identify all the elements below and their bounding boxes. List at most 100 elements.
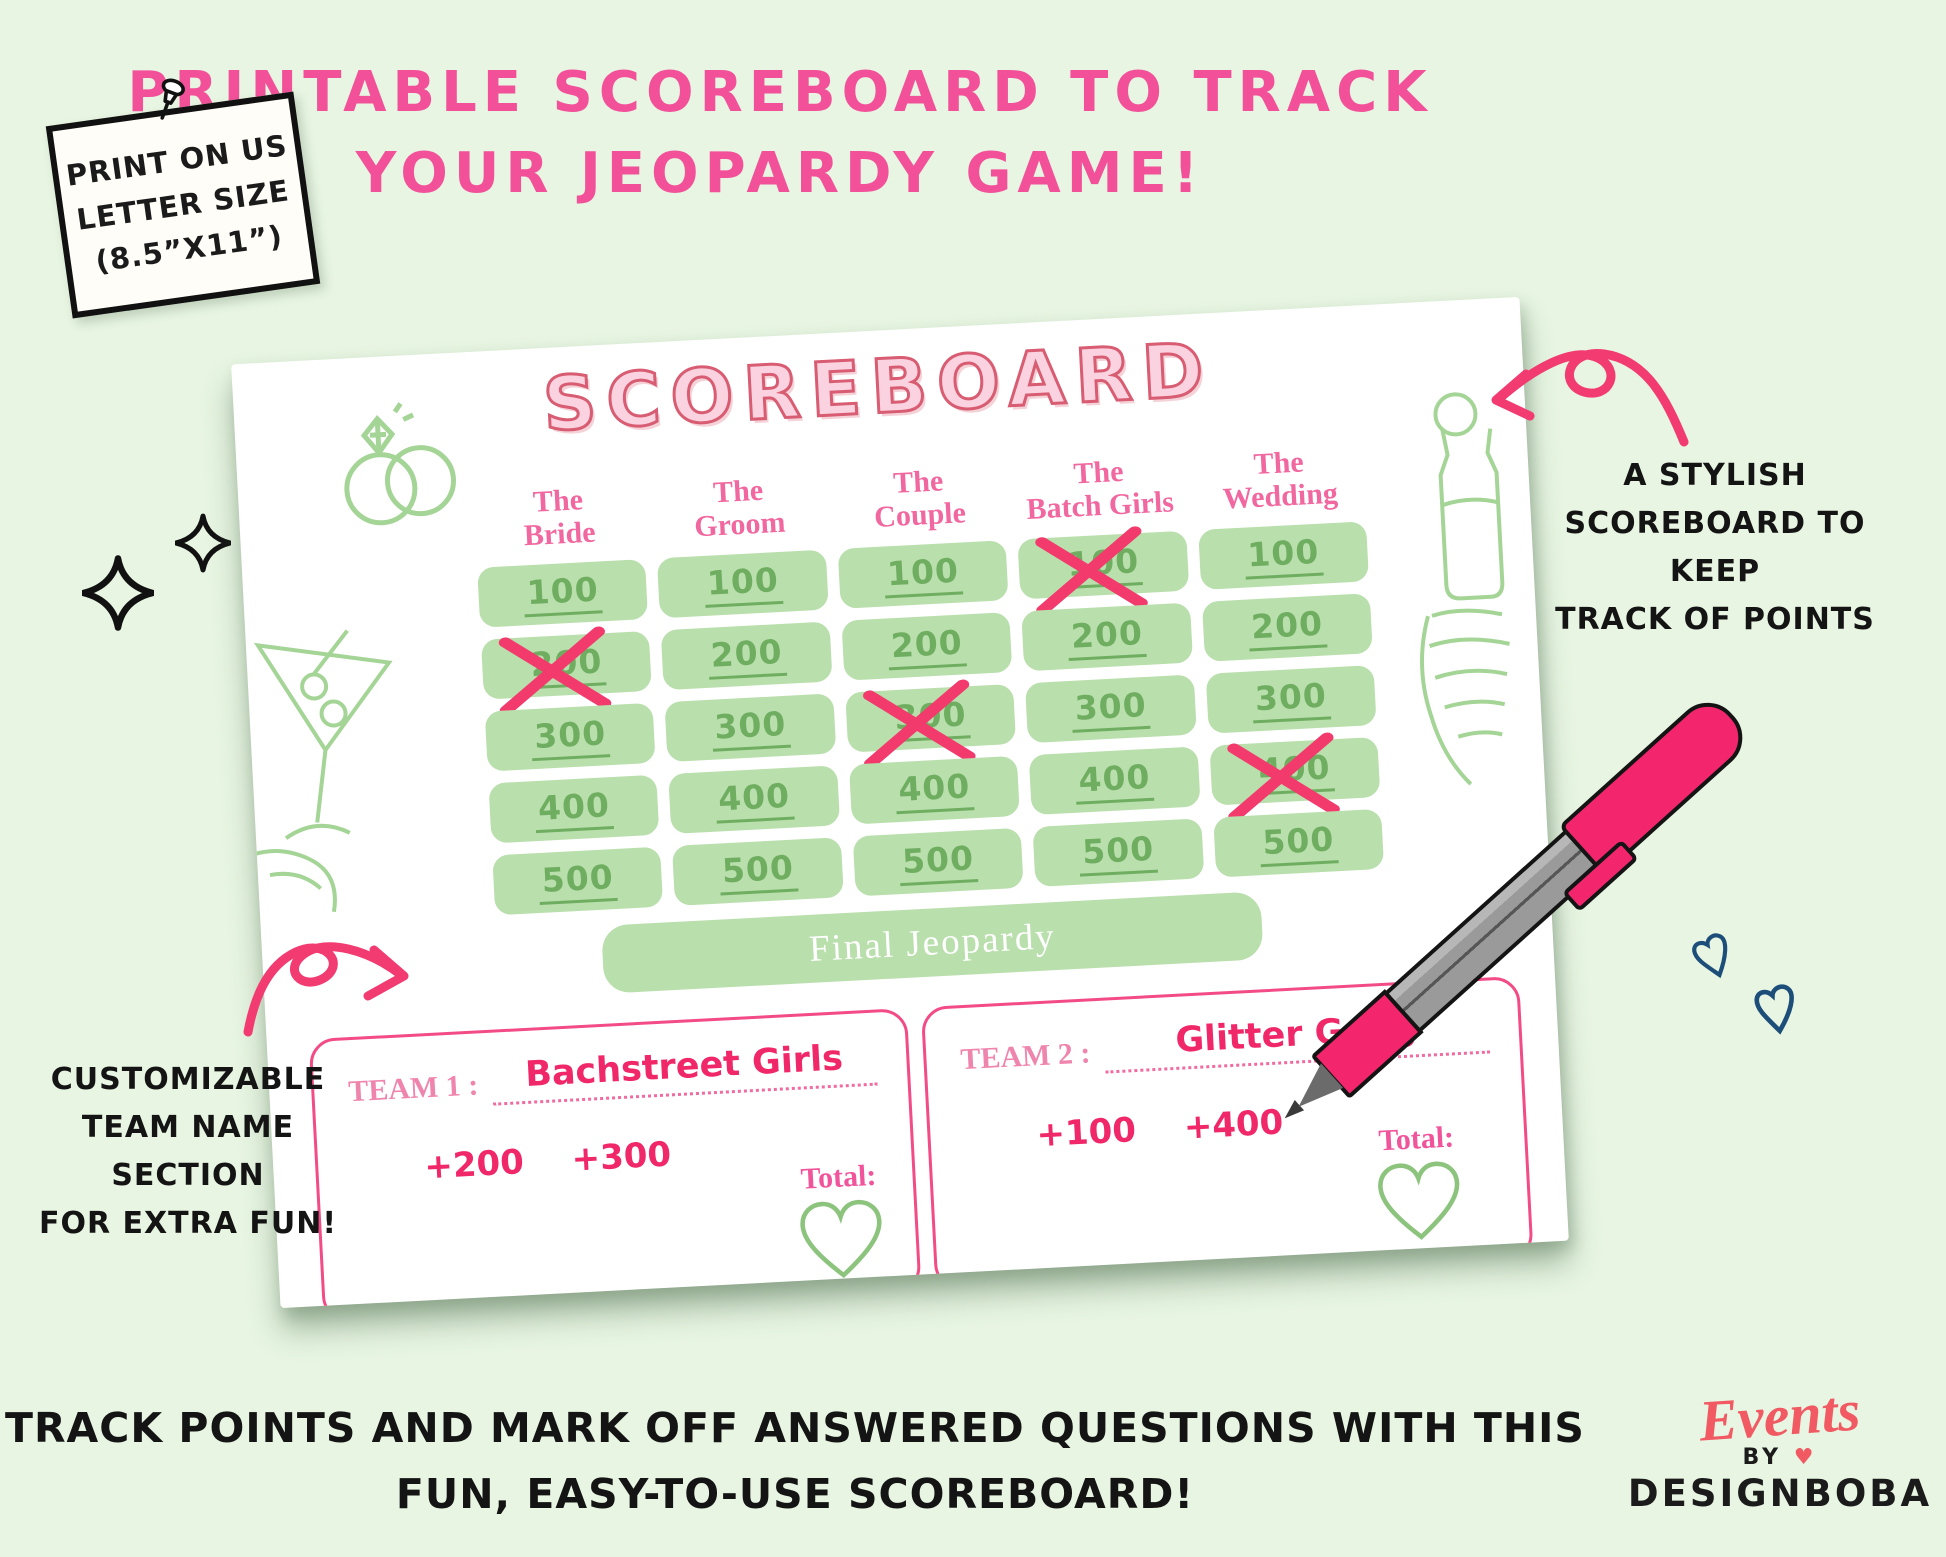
score-value: 500 <box>1078 828 1159 877</box>
score-value: 200 <box>706 631 787 680</box>
annotation-left-line2: TEAM NAME SECTION <box>81 1110 295 1193</box>
annotation-left: CUSTOMIZABLE TEAM NAME SECTION FOR EXTRA… <box>18 1056 358 1248</box>
score-grid: The Bride 100 200 300 400 500 The Groom 100 200 300… <box>472 425 1385 916</box>
score-cell: 300 <box>1205 665 1377 734</box>
score-column: The Groom 100 200 300 400 500 <box>652 454 844 906</box>
score-cell: 100 <box>1197 521 1370 590</box>
footer-line2: FUN, EASY-TO-USE SCOREBOARD! <box>395 1469 1195 1518</box>
score-value: 300 <box>530 713 611 762</box>
score-cell: 100 <box>837 540 1009 609</box>
score-cell: 400 <box>1209 732 1381 822</box>
logo-heart-icon: ♥ <box>1793 1445 1818 1470</box>
score-value: 100 <box>522 569 603 618</box>
score-value: 400 <box>1074 756 1155 805</box>
score-column: The Wedding 100 200 300 400 500 <box>1193 425 1385 878</box>
sparkle-icon <box>82 545 154 641</box>
annotation-right-line1: A STYLISH <box>1623 458 1807 493</box>
score-cell: 200 <box>661 621 833 691</box>
headline: PRINTABLE SCOREBOARD TO TRACK YOUR JEOPA… <box>0 52 1560 214</box>
score-cell: 500 <box>492 846 664 916</box>
print-size-note: PRINT ON US LETTER SIZE (8.5”X11”) <box>45 78 321 319</box>
team2-label: TEAM 2 : <box>959 1036 1092 1077</box>
team1-score2: +300 <box>570 1134 673 1180</box>
score-cell: 100 <box>657 549 829 619</box>
heart-icon <box>800 1199 882 1279</box>
score-column: The Couple 100 200 300 400 500 <box>832 444 1024 897</box>
score-value: 200 <box>1066 612 1148 661</box>
column-header: The Groom <box>693 473 787 544</box>
annotation-left-line1: CUSTOMIZABLE <box>50 1062 326 1097</box>
scoreboard-sheet: SCOREBOARD The Bride 100 200 300 400 500 The Gro… <box>231 296 1569 1309</box>
brand-logo: Events BY ♥ DESIGNBOBA <box>1615 1377 1945 1515</box>
annotation-right-line2: SCOREBOARD TO KEEP <box>1564 506 1866 589</box>
footer-text: TRACK POINTS AND MARK OFF ANSWERED QUEST… <box>0 1396 1590 1527</box>
score-value: 500 <box>717 847 799 896</box>
score-cell: 500 <box>852 827 1024 897</box>
logo-script: Events <box>1697 1377 1863 1454</box>
score-column: The Bride 100 200 300 400 500 <box>472 463 664 916</box>
score-value: 400 <box>714 775 795 824</box>
heart-icon <box>1378 1161 1460 1240</box>
score-cell: 500 <box>1032 818 1205 888</box>
heart-icon <box>1744 974 1811 1047</box>
score-cell: 200 <box>1021 602 1193 672</box>
score-value: 400 <box>894 766 975 815</box>
score-value: 100 <box>1243 531 1324 580</box>
team1-name: Bachstreet Girls <box>490 1036 878 1106</box>
score-cell: 400 <box>488 774 660 844</box>
score-cell: 400 <box>1028 746 1201 816</box>
cross-mark-icon <box>1035 526 1149 616</box>
score-cell: 400 <box>848 755 1021 825</box>
team1-score1: +200 <box>423 1142 525 1188</box>
annotation-right-line3: TRACK OF POINTS <box>1555 602 1875 637</box>
team2-box: TEAM 2 : Glitter Gang +100 +400 Total: <box>920 975 1534 1291</box>
column-header: The Batch Girls <box>1025 454 1175 527</box>
score-cell: 500 <box>672 837 844 906</box>
score-value: 200 <box>1247 603 1328 652</box>
annotation-left-line3: FOR EXTRA FUN! <box>38 1206 338 1241</box>
annotation-right: A STYLISH SCOREBOARD TO KEEP TRACK OF PO… <box>1530 452 1900 644</box>
score-value: 300 <box>1250 675 1332 724</box>
score-column: The Batch Girls 100 200 300 400 500 <box>1013 435 1205 888</box>
curly-arrow-right-icon <box>1491 349 1689 447</box>
score-cell: 100 <box>477 558 649 628</box>
score-value: 500 <box>1258 819 1339 868</box>
team1-total: Total: <box>778 1158 904 1288</box>
score-cell: 300 <box>844 679 1017 769</box>
score-cell: 200 <box>480 626 653 716</box>
score-value: 500 <box>898 838 979 887</box>
score-value: 400 <box>534 785 615 834</box>
score-cell: 200 <box>841 612 1013 681</box>
score-cell: 300 <box>664 693 837 763</box>
logo-by: BY ♥ <box>1615 1445 1945 1470</box>
teams-row: TEAM 1 : Bachstreet Girls +200 +300 Tota… <box>308 975 1534 1309</box>
score-value: 300 <box>710 703 791 752</box>
score-value: 300 <box>1070 684 1151 733</box>
heart-icon <box>1680 921 1748 994</box>
score-value: 200 <box>886 622 967 671</box>
wedding-rings-icon <box>344 402 456 526</box>
score-cell: 500 <box>1212 808 1385 878</box>
team2-score1: +100 <box>1035 1110 1137 1156</box>
score-value: 500 <box>537 856 618 905</box>
cross-mark-icon <box>862 679 976 769</box>
logo-name: DESIGNBOBA <box>1627 1472 1933 1515</box>
score-value: 100 <box>702 559 783 608</box>
team2-total: Total: <box>1356 1119 1482 1249</box>
pushpin-icon <box>160 78 185 120</box>
pen-cap <box>1558 689 1756 913</box>
cross-mark-icon <box>1226 732 1340 822</box>
team2-score2: +400 <box>1182 1102 1285 1148</box>
footer-line1: TRACK POINTS AND MARK OFF ANSWERED QUEST… <box>5 1404 1585 1452</box>
score-cell: 300 <box>1025 674 1197 744</box>
martini-glass-icon <box>248 629 393 913</box>
team1-label: TEAM 1 : <box>347 1068 480 1109</box>
team1-total-label: Total: <box>799 1158 878 1196</box>
score-cell: 200 <box>1201 593 1373 662</box>
headline-line2: YOUR JEOPARDY GAME! <box>355 141 1205 207</box>
final-jeopardy-bar: Final Jeopardy <box>601 891 1264 994</box>
column-header: The Couple <box>873 464 967 535</box>
column-header: The Wedding <box>1222 445 1339 517</box>
logo-by-text: BY <box>1742 1445 1783 1470</box>
score-value: 100 <box>883 550 964 599</box>
